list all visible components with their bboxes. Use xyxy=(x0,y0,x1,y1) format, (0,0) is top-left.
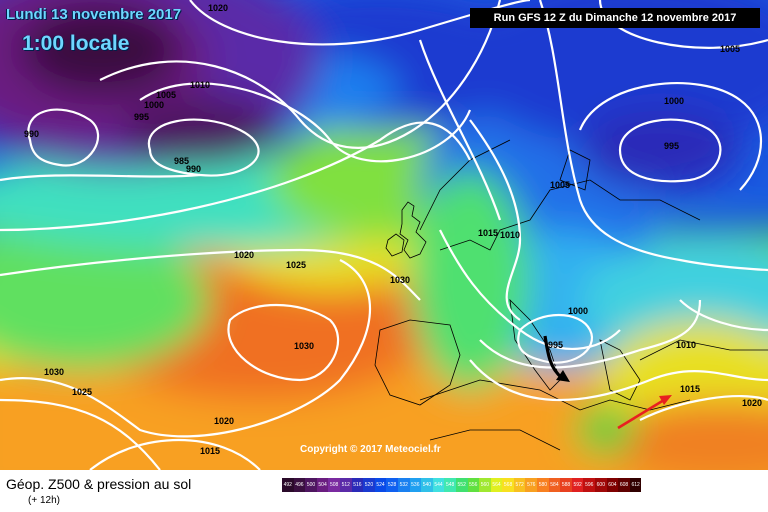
scale-cell: 508 xyxy=(328,478,340,492)
copyright-notice: Copyright © 2017 Meteociel.fr xyxy=(300,444,441,455)
scale-cell: 496 xyxy=(293,478,306,492)
scale-cell: 548 xyxy=(444,478,456,492)
isobar-label: 985 xyxy=(174,156,189,166)
scale-cell: 500 xyxy=(305,478,317,492)
isobar-label: 1005 xyxy=(550,180,570,190)
isobar-label: 995 xyxy=(134,112,149,122)
forecast-date: Lundi 13 novembre 2017 xyxy=(6,6,182,23)
scale-cell: 596 xyxy=(583,478,596,492)
isobar-label: 1025 xyxy=(286,260,306,270)
black-curved-arrow xyxy=(543,335,570,382)
isobar-label: 1020 xyxy=(234,250,254,260)
scale-cell: 512 xyxy=(339,478,352,492)
scale-cell: 580 xyxy=(537,478,549,492)
isobar-label: 1000 xyxy=(664,96,684,106)
isobar-label: 1015 xyxy=(478,228,498,238)
scale-cell: 520 xyxy=(363,478,375,492)
isobar-lines xyxy=(0,0,768,470)
isobar-label: 990 xyxy=(24,129,39,139)
isobar-label: 990 xyxy=(186,164,201,174)
isobar-label: 1000 xyxy=(144,100,164,110)
isobar-label: 1010 xyxy=(500,230,520,240)
red-arrow xyxy=(617,395,672,430)
scale-cell: 552 xyxy=(455,478,468,492)
scale-cell: 572 xyxy=(513,478,526,492)
isobar-label: 1020 xyxy=(742,398,762,408)
scale-cell: 492 xyxy=(282,478,294,492)
model-run-label: Run GFS 12 Z du Dimanche 12 novembre 201… xyxy=(470,8,760,28)
legend-bar: Géop. Z500 & pression au sol (+ 12h) 492… xyxy=(0,470,768,512)
scale-cell: 544 xyxy=(432,478,445,492)
forecast-time: 1:00 locale xyxy=(22,32,130,55)
scale-cell: 504 xyxy=(316,478,329,492)
scale-cell: 604 xyxy=(606,478,619,492)
isobar-label: 1020 xyxy=(208,3,228,13)
isobar-label: 1005 xyxy=(720,44,740,54)
scale-cell: 608 xyxy=(618,478,630,492)
scale-cell: 600 xyxy=(595,478,607,492)
scale-cell: 540 xyxy=(421,478,433,492)
color-scale: 492 496 500 504 508 512 516 520 524 528 532 536 540 5… xyxy=(282,478,642,492)
scale-cell: 556 xyxy=(467,478,480,492)
isobar-label: 1015 xyxy=(200,446,220,456)
isobar-label: 1015 xyxy=(680,384,700,394)
isobar-label: 1005 xyxy=(156,90,176,100)
scale-cell: 528 xyxy=(386,478,398,492)
scale-cell: 588 xyxy=(560,478,572,492)
isobar-label: 995 xyxy=(664,141,679,151)
legend-subtitle: (+ 12h) xyxy=(28,495,60,506)
legend-title: Géop. Z500 & pression au sol xyxy=(6,476,192,492)
isobar-label: 1025 xyxy=(72,387,92,397)
scale-cell: 536 xyxy=(409,478,422,492)
scale-cell: 524 xyxy=(374,478,387,492)
scale-cell: 612 xyxy=(629,478,642,492)
isobar-label: 995 xyxy=(548,340,563,350)
isobar-label: 1000 xyxy=(568,306,588,316)
scale-cell: 532 xyxy=(397,478,410,492)
scale-cell: 564 xyxy=(490,478,503,492)
isobar-label: 1030 xyxy=(294,341,314,351)
weather-map: 1020 1010 1005 1000 995 990 985 990 1005… xyxy=(0,0,768,470)
isobar-labels: 1020 1010 1005 1000 995 990 985 990 1005… xyxy=(24,3,762,456)
isobar-label: 1030 xyxy=(390,275,410,285)
scale-cell: 576 xyxy=(525,478,538,492)
isobar-label: 1030 xyxy=(44,367,64,377)
geopotential-color-field xyxy=(0,0,768,470)
scale-cell: 584 xyxy=(548,478,561,492)
scale-cell: 568 xyxy=(502,478,514,492)
scale-cell: 560 xyxy=(479,478,491,492)
isobar-label: 1020 xyxy=(214,416,234,426)
scale-cell: 592 xyxy=(571,478,584,492)
isobar-label: 1010 xyxy=(190,80,210,90)
scale-cell: 516 xyxy=(351,478,364,492)
isobar-label: 1010 xyxy=(676,340,696,350)
